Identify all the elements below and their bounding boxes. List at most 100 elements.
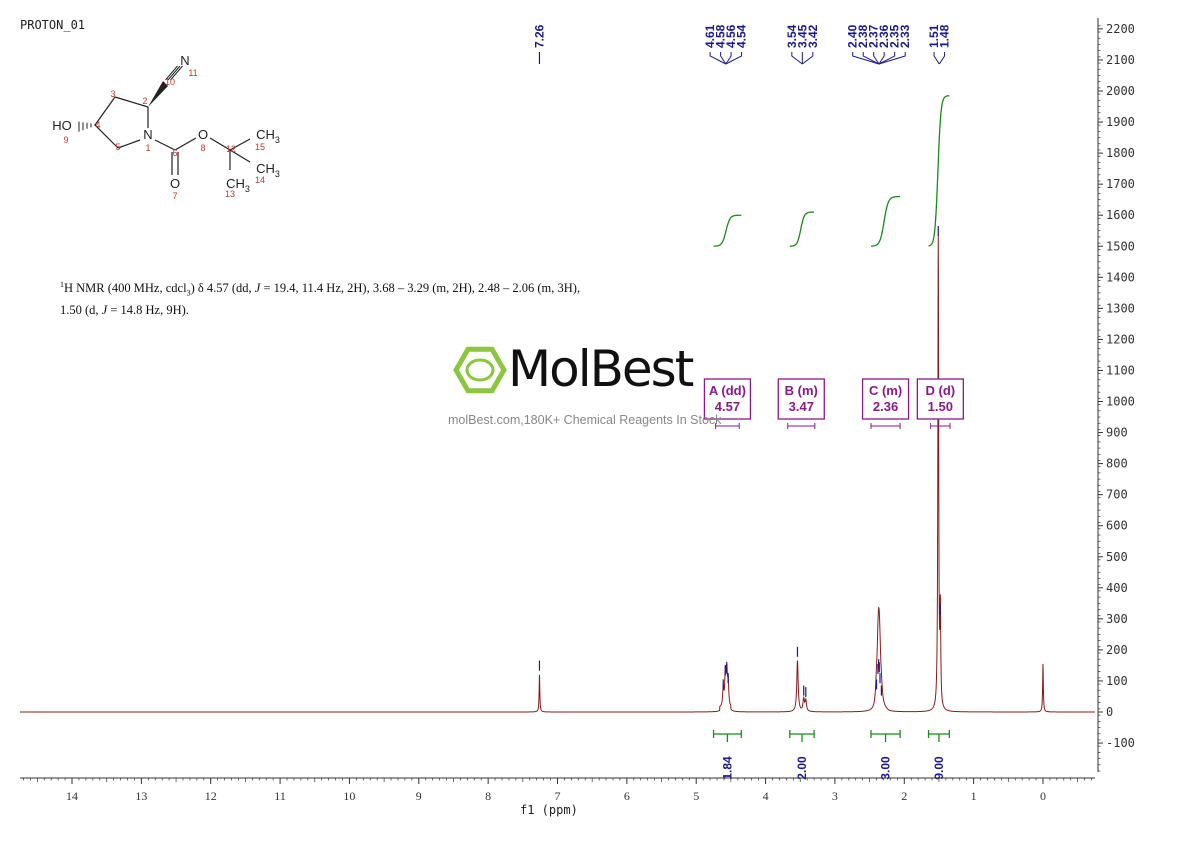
peak-label: 2.36 <box>877 24 891 48</box>
peak-label: 2.40 <box>846 24 860 48</box>
x-tick-label: 8 <box>485 789 491 803</box>
peak-label: 4.56 <box>724 24 738 48</box>
peak-label-connector <box>933 52 940 65</box>
y-tick-label: 500 <box>1106 550 1128 564</box>
atom-number: 7 <box>172 191 177 201</box>
multiplet-shift: 4.57 <box>715 399 740 414</box>
x-tick-label: 9 <box>416 789 422 803</box>
x-tick-label: 6 <box>624 789 630 803</box>
bond <box>154 139 176 151</box>
sample-title: PROTON_01 <box>20 18 86 32</box>
multiplet-shift: 2.36 <box>873 399 898 414</box>
bond <box>114 96 149 108</box>
bond <box>229 138 251 151</box>
integral-curve <box>870 195 901 247</box>
bond <box>209 137 231 151</box>
peak-label-connector <box>878 52 896 65</box>
peak-label-connector <box>938 52 946 65</box>
atom-number: 5 <box>115 142 120 152</box>
atom-number: 6 <box>172 148 177 158</box>
watermark-brand: MolBest <box>508 340 694 398</box>
atom-number: 1 <box>145 143 150 153</box>
multiplet-label: D (d) <box>926 383 956 398</box>
spectrum-trace <box>20 235 1095 713</box>
x-tick-label: 12 <box>205 789 217 803</box>
x-tick-label: 3 <box>832 789 838 803</box>
atom-number: 10 <box>165 77 175 87</box>
atom-number: 11 <box>188 68 197 78</box>
logo-ring-icon <box>465 358 495 382</box>
x-tick-label: 4 <box>763 789 769 803</box>
atom-label: N <box>180 53 189 68</box>
atom-label: CH3 <box>256 161 280 179</box>
multiplet-box <box>861 378 910 420</box>
x-tick-label: 13 <box>135 789 147 803</box>
y-tick-label: 1800 <box>1106 146 1135 160</box>
atom-label: CH3 <box>256 127 280 145</box>
atom-number: 15 <box>255 142 265 152</box>
bond <box>170 65 183 81</box>
integral-curve <box>789 211 815 247</box>
multiplet-box <box>777 378 825 420</box>
multiplet-shift: 1.50 <box>928 399 953 414</box>
y-tick-label: 1600 <box>1106 208 1135 222</box>
integral-value: 3.00 <box>879 756 893 780</box>
y-tick-label: 1300 <box>1106 301 1135 315</box>
atom-number: 4 <box>95 120 100 130</box>
peak-label-connector <box>709 52 727 65</box>
peak-label-connector <box>802 52 814 65</box>
y-tick-label: 200 <box>1106 643 1128 657</box>
peak-label: 4.61 <box>703 24 717 48</box>
multiplet-label: C (m) <box>869 383 902 398</box>
wedge-bond <box>148 81 168 107</box>
peak-label-connector <box>791 52 803 65</box>
atom-number: 8 <box>200 143 205 153</box>
peak-label: 2.38 <box>856 24 870 48</box>
bond <box>229 149 251 163</box>
integral-value: 9.00 <box>932 756 946 780</box>
peak-label-connector <box>878 52 885 65</box>
atom-label: CH3 <box>226 176 250 194</box>
y-tick-label: 700 <box>1106 488 1128 502</box>
peak-label-connector <box>873 52 880 65</box>
nmr-line2-b: = 14.8 Hz, 9H). <box>107 302 189 317</box>
x-tick-label: 7 <box>555 789 561 803</box>
peak-label-connector <box>725 52 732 65</box>
x-tick-label: 0 <box>1040 789 1046 803</box>
y-tick-label: 400 <box>1106 581 1128 595</box>
y-tick-label: 1000 <box>1106 395 1135 409</box>
peak-label: 3.54 <box>785 24 799 48</box>
y-tick-label: 300 <box>1106 612 1128 626</box>
y-tick-label: 900 <box>1106 426 1128 440</box>
bond <box>174 137 197 151</box>
peak-label: 1.51 <box>927 24 941 48</box>
y-tick-label: 1100 <box>1106 363 1135 377</box>
atom-label: HO <box>52 118 72 133</box>
y-tick-label: 1900 <box>1106 115 1135 129</box>
y-tick-label: 800 <box>1106 457 1128 471</box>
bond <box>94 124 119 149</box>
atom-label: N <box>143 127 152 142</box>
multiplet-box <box>703 378 752 420</box>
peak-label: 3.42 <box>806 24 820 48</box>
atom-number: 2 <box>142 96 147 106</box>
atom-label: O <box>198 127 208 142</box>
y-tick-label: 0 <box>1106 705 1113 719</box>
x-tick-label: 1 <box>971 789 977 803</box>
bond <box>117 139 141 149</box>
multiplet-box <box>916 378 964 420</box>
peak-label: 2.33 <box>898 24 912 48</box>
peak-label: 4.54 <box>735 24 749 48</box>
peak-label: 2.35 <box>888 24 902 48</box>
y-tick-label: 1400 <box>1106 270 1135 284</box>
peak-label: 7.26 <box>532 24 546 48</box>
multiplet-shift: 3.47 <box>789 399 814 414</box>
atom-number: 13 <box>225 189 235 199</box>
x-tick-label: 2 <box>901 789 907 803</box>
integral-curve <box>928 95 950 247</box>
y-tick-label: 1700 <box>1106 177 1135 191</box>
nmr-line1-sub: 3 <box>186 288 191 298</box>
peak-label: 3.45 <box>795 24 809 48</box>
integral-value: 1.84 <box>720 756 734 780</box>
y-tick-label: 1200 <box>1106 332 1135 346</box>
